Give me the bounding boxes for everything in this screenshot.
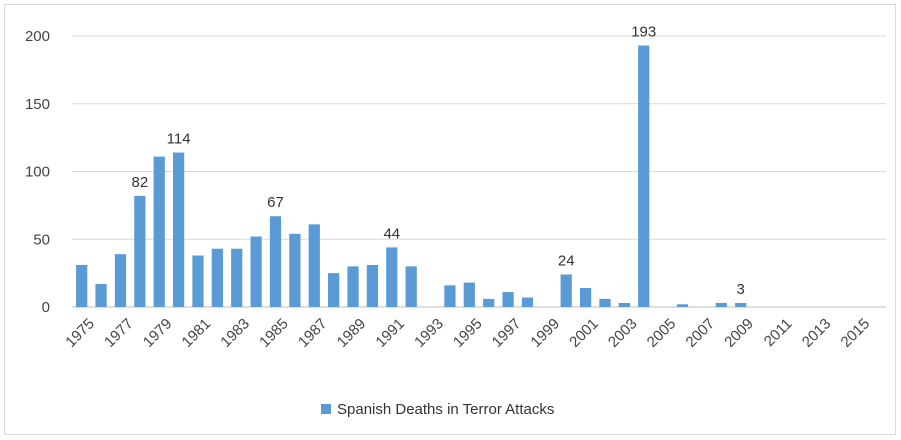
- x-tick-label: 2013: [799, 315, 835, 351]
- bar-1994: [444, 285, 456, 307]
- bar-1985: [269, 216, 282, 307]
- x-tick-label: 1985: [256, 315, 292, 351]
- data-labels: 82 114 67 44 24 193 3: [131, 23, 744, 297]
- x-tick-label: 1999: [527, 315, 563, 351]
- data-label-1991: 44: [383, 225, 400, 242]
- bar-1984: [250, 236, 262, 307]
- x-tick-label: 1989: [334, 315, 370, 351]
- y-tick-label: 0: [42, 299, 50, 316]
- bar-1978: [134, 195, 146, 307]
- bar-1979: [153, 156, 165, 307]
- bar-1983: [231, 248, 243, 307]
- bar-2006: [676, 304, 689, 307]
- bar-1988: [328, 273, 340, 307]
- x-tick-label: 2015: [838, 315, 874, 351]
- bar-1992: [405, 266, 417, 307]
- y-tick-label: 150: [25, 96, 50, 113]
- x-tick-label: 1993: [411, 315, 447, 351]
- x-tick-label: 2005: [644, 315, 680, 351]
- x-tick-label: 2001: [566, 315, 602, 351]
- x-tick-label: 2007: [683, 315, 719, 351]
- bar-1987: [308, 224, 320, 307]
- x-tick-label: 1991: [372, 315, 408, 351]
- bar-2002: [599, 298, 611, 307]
- x-tick-label: 1979: [140, 315, 176, 351]
- bar-1980: [172, 152, 185, 307]
- bar-1990: [366, 264, 379, 307]
- bar-1991: [386, 247, 398, 307]
- bar-1998: [521, 297, 534, 307]
- x-tick-label: 1997: [489, 315, 525, 351]
- x-tick-label: 1995: [450, 315, 486, 351]
- y-tick-label: 200: [25, 28, 50, 45]
- data-label-2004: 193: [631, 23, 656, 40]
- x-tick-label: 1981: [179, 315, 215, 351]
- x-tick-label: 1987: [295, 315, 331, 351]
- bar-2004: [638, 45, 650, 308]
- legend: Spanish Deaths in Terror Attacks: [321, 401, 554, 418]
- x-tick-label: 2009: [721, 315, 757, 351]
- bar-1996: [483, 298, 495, 307]
- y-tick-label: 100: [25, 164, 50, 181]
- bar-2003: [618, 302, 630, 307]
- bar-2000: [560, 274, 572, 307]
- bar-1981: [192, 255, 204, 307]
- bar-1986: [289, 233, 301, 307]
- bars: [76, 45, 747, 308]
- y-tick-label: 50: [33, 231, 50, 248]
- data-label-1985: 67: [267, 194, 284, 211]
- x-tick-label: 1975: [62, 315, 98, 351]
- bar-1976: [95, 283, 107, 307]
- legend-label: Spanish Deaths in Terror Attacks: [337, 401, 554, 418]
- x-tick-label: 1983: [217, 315, 253, 351]
- bar-1982: [211, 248, 223, 307]
- bar-1995: [463, 282, 475, 307]
- bar-2001: [579, 288, 592, 307]
- x-axis-ticks: 1975 1977 1979 1981 1983 1985 1987 1989 1991 1993…: [62, 315, 873, 351]
- data-label-1978: 82: [131, 174, 148, 191]
- data-label-2009: 3: [736, 281, 744, 298]
- gridlines: [72, 35, 886, 308]
- x-tick-label: 2011: [761, 315, 796, 350]
- chart-frame: [4, 4, 896, 435]
- bar-2009: [735, 302, 747, 307]
- data-label-1980: 114: [167, 131, 191, 148]
- x-tick-label: 1977: [101, 315, 137, 351]
- bar-1977: [114, 254, 127, 307]
- bar-1975: [76, 264, 88, 307]
- bar-1997: [502, 292, 514, 307]
- x-tick-label: 2003: [605, 315, 641, 351]
- data-label-2000: 24: [558, 252, 575, 269]
- y-axis-ticks: 0 50 100 150 200: [25, 28, 50, 316]
- legend-swatch: [321, 404, 331, 414]
- bar-2008: [715, 302, 727, 307]
- bar-1989: [347, 266, 359, 307]
